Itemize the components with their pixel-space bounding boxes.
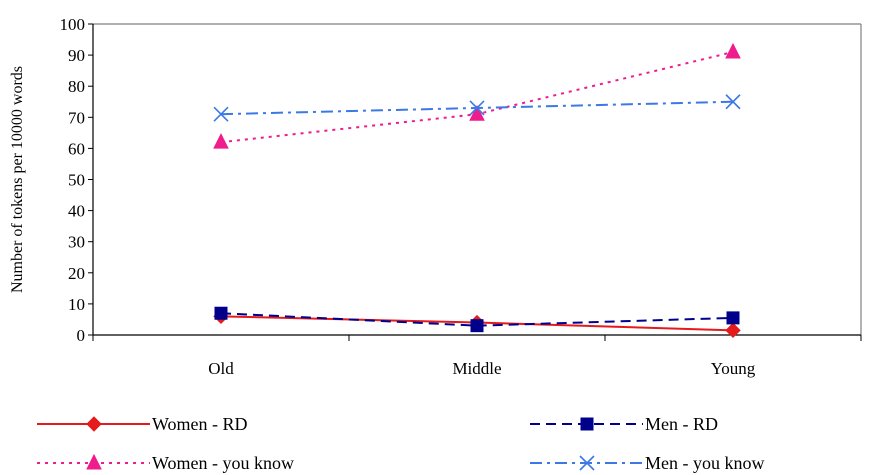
series-men-rd: [214, 306, 740, 333]
series-layer: [213, 42, 741, 339]
y-tick-label: 80: [68, 77, 85, 96]
data-point: [213, 106, 229, 122]
y-tick-label: 20: [68, 264, 85, 283]
data-point: [725, 94, 741, 110]
legend-label: Women - you know: [152, 453, 294, 473]
marker-stroke: [469, 100, 485, 116]
data-point: [725, 322, 741, 339]
series-men-you-know: [213, 94, 741, 122]
y-tick-label: 10: [68, 295, 85, 314]
legend-item: Men - you know: [530, 453, 765, 473]
y-tick-label: 0: [77, 326, 86, 345]
series-line: [220, 51, 734, 144]
axes: 0 10 20 30 40 50 60 70 80 90 100 Old Middle Young: [60, 15, 862, 378]
y-axis-label: Number of tokens per 10000 words: [9, 66, 26, 293]
data-point: [213, 133, 229, 149]
data-point: [470, 319, 484, 333]
data-point: [214, 306, 228, 320]
y-tick-label: 30: [68, 233, 85, 252]
legend-item: Women - you know: [37, 453, 294, 473]
y-tick-label: 70: [68, 108, 85, 127]
data-point: [726, 311, 740, 325]
marker-stroke: [579, 455, 595, 471]
y-tick-label: 90: [68, 46, 85, 65]
x-tick-label: Old: [208, 359, 234, 378]
marker-stroke: [725, 94, 741, 110]
legend-label: Men - RD: [645, 414, 718, 434]
legend-label: Men - you know: [645, 453, 765, 473]
y-tick-label: 100: [60, 15, 86, 34]
marker-stroke: [213, 106, 229, 122]
legend-swatch-marker: [86, 453, 102, 470]
x-tick-label: Young: [711, 359, 756, 378]
y-tick-label: 50: [68, 171, 85, 190]
data-point: [725, 42, 741, 59]
y-tick-label: 40: [68, 202, 85, 221]
legend-item: Men - RD: [530, 414, 718, 434]
legend-label: Women - RD: [152, 414, 248, 434]
data-point: [469, 105, 485, 121]
legend-swatch-marker: [86, 416, 102, 432]
series-women-you-know: [213, 42, 741, 149]
legend-item: Women - RD: [37, 414, 248, 434]
y-tick-label: 60: [68, 139, 85, 158]
data-point: [469, 100, 485, 116]
legend-swatch-marker: [580, 417, 594, 431]
x-tick-label: Middle: [452, 359, 501, 378]
legend: Women - RD Men - RD Women - you know Men - …: [37, 414, 765, 473]
legend-swatch-marker: [579, 455, 595, 471]
